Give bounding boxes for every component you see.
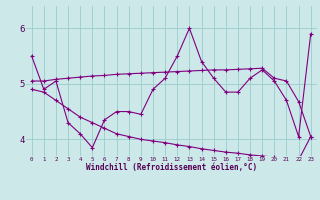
X-axis label: Windchill (Refroidissement éolien,°C): Windchill (Refroidissement éolien,°C) [86,163,257,172]
